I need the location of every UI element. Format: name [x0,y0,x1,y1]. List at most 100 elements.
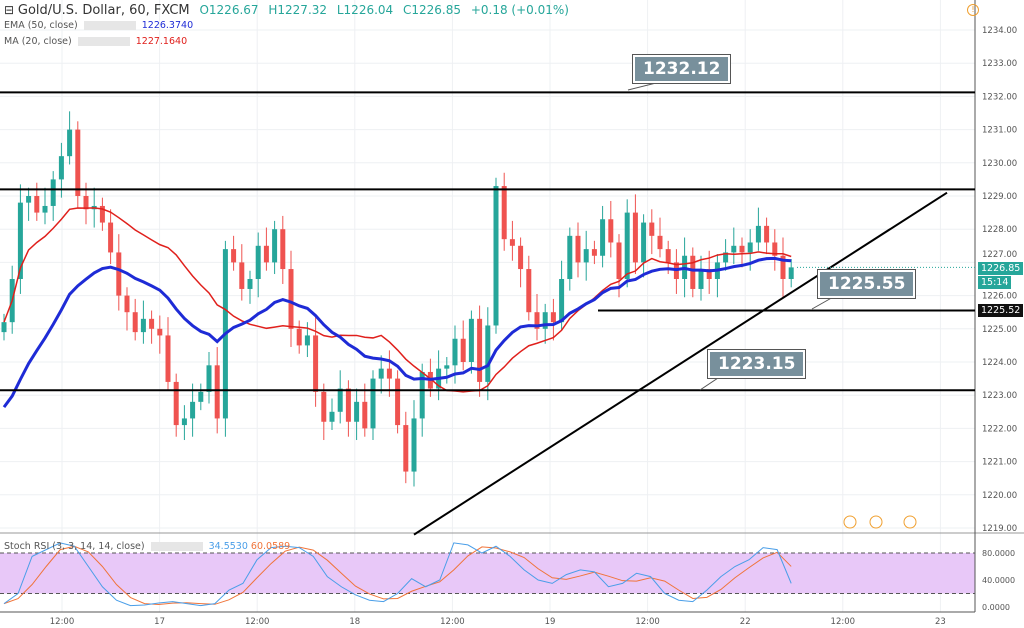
candle [534,293,540,341]
candle [149,310,155,344]
candle-body [329,411,335,422]
candle-body [395,378,401,426]
indicator-buttons[interactable] [150,542,203,551]
ema-legend[interactable]: EMA (50, close) 1226.3740 [4,20,193,32]
candle-body [124,295,130,313]
candle [477,305,483,397]
candle-body [272,229,278,263]
time-tick: 12:00 [831,617,856,627]
stoch-tick: 0.0000 [982,603,1010,612]
candle [337,370,343,424]
candle-body [477,318,483,382]
candle-body [649,222,655,236]
stoch-label: Stoch RSI (3, 3, 14, 14, close) [4,541,145,552]
candle [173,373,179,437]
candle [190,383,196,437]
candle [764,217,770,255]
candle [526,255,532,321]
candle-body [17,202,23,279]
candle [591,240,597,265]
candle-body [468,318,474,362]
resistance-label: 1232.12 [631,54,732,84]
candle [386,350,392,397]
candle-body [132,312,138,333]
candle [67,111,73,165]
price-tick: 1230.00 [982,159,1017,169]
price-tick: 1220.00 [982,491,1017,501]
candle-body [559,279,565,323]
candle [714,254,720,298]
candle-body [198,391,204,402]
indicator-buttons[interactable] [77,37,130,46]
candle [272,220,278,275]
time-tick: 17 [154,617,165,627]
time-tick: 12:00 [50,617,75,627]
candle-body [181,418,187,426]
stoch-tick: 40.0000 [982,576,1015,585]
candle-body [1,322,7,333]
candle [157,315,163,354]
price-change: +0.18 (+0.01%) [470,3,569,17]
candle [42,187,48,225]
candle [362,383,368,437]
candle-body [657,235,663,250]
candle-body [190,401,196,419]
countdown-badge: 15:14 [978,276,1012,289]
ema-line [2,256,792,408]
price-tick: 1232.00 [982,92,1017,102]
time-tick: 22 [740,617,751,627]
candle [50,171,56,221]
candle-body [149,318,155,329]
candle-body [354,401,360,422]
candle-body [731,245,737,253]
candle-body [567,235,573,279]
candle [395,370,401,434]
candle [288,250,294,348]
candle-body [313,335,319,392]
ema-value: 1226.3740 [141,20,194,31]
candle [649,209,655,255]
candle [624,199,630,288]
candle-body [108,222,114,253]
candle-body [280,229,286,270]
candle-body [706,269,712,279]
candle [329,398,335,431]
candle-body [452,338,458,366]
candle [518,237,524,288]
candle [444,357,450,384]
candle-body [772,242,778,256]
event-flag-icon [903,515,917,529]
candle [116,234,122,311]
indicator-buttons[interactable] [83,21,136,30]
candle [739,237,745,268]
alert-icon[interactable]: ! [967,4,979,16]
time-tick: 19 [545,617,556,627]
collapse-icon[interactable]: ⊟ [4,3,15,17]
candle [550,298,556,341]
ma-legend[interactable]: MA (20, close) 1227.1640 [4,36,187,48]
candle-body [747,242,753,253]
symbol-title[interactable]: Gold/U.S. Dollar, 60, FXCM [17,3,190,18]
stoch-legend[interactable]: Stoch RSI (3, 3, 14, 14, close) 34.5530 6… [4,541,290,553]
candle-body [591,249,597,256]
candle [468,310,474,374]
candle [567,227,573,291]
candle [198,383,204,411]
candle [378,355,384,394]
candle-body [403,425,409,472]
candle-body [370,378,376,429]
price-tick: 1221.00 [982,458,1017,468]
candle-body [444,365,450,369]
candle [132,298,138,341]
candle-body [583,249,589,263]
candle-body [239,262,245,289]
candle-body [173,381,179,426]
last-price-badge: 1226.85 [978,262,1024,275]
price-tick: 1231.00 [982,126,1017,136]
candle-body [26,196,32,203]
candle [731,227,737,265]
candle-body [608,219,614,243]
stoch-tick: 80.0000 [982,549,1015,558]
candle-body [419,371,425,419]
